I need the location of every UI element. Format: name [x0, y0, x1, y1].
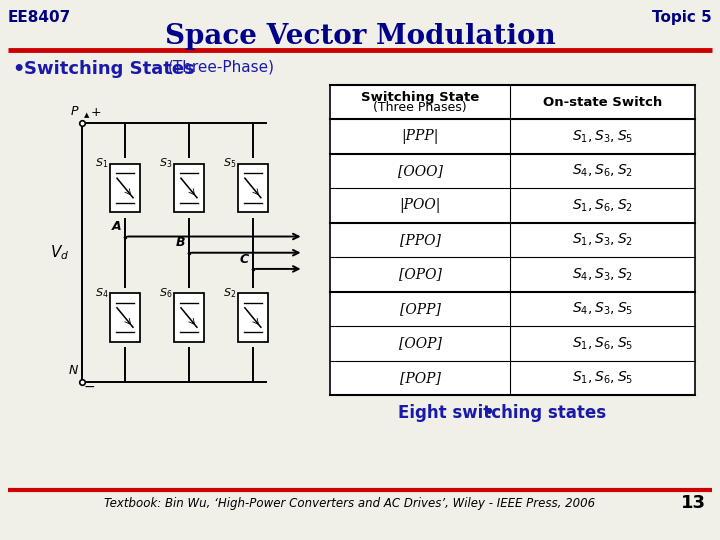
Text: N: N [69, 364, 78, 377]
Text: [OOP]: [OOP] [399, 336, 441, 350]
Text: [POP]: [POP] [400, 371, 441, 385]
Bar [174, 164, 204, 212]
Text: [OPP]: [OPP] [400, 302, 441, 316]
Bar [238, 164, 268, 212]
Text: $S_3$: $S_3$ [159, 156, 172, 170]
Text: [OPO]: [OPO] [399, 267, 441, 281]
Text: [OOO]: [OOO] [397, 164, 442, 178]
Text: $S_4, S_3, S_2$: $S_4, S_3, S_2$ [572, 266, 633, 282]
Text: $S_5$: $S_5$ [223, 156, 236, 170]
Text: P: P [71, 105, 78, 118]
Bar [110, 164, 140, 212]
Text: Space Vector Modulation: Space Vector Modulation [165, 23, 555, 50]
Text: •: • [484, 404, 495, 422]
Text: EE8407: EE8407 [8, 10, 71, 25]
Text: −: − [84, 380, 95, 394]
Text: $S_1$: $S_1$ [95, 156, 109, 170]
Text: +: + [91, 106, 101, 119]
Text: $S_2$: $S_2$ [223, 286, 236, 300]
Text: $S_6$: $S_6$ [159, 286, 172, 300]
Text: A: A [112, 220, 121, 233]
Text: $S_4, S_6, S_2$: $S_4, S_6, S_2$ [572, 163, 633, 179]
Bar [110, 293, 140, 342]
Text: Eight switching states: Eight switching states [398, 404, 606, 422]
Bar [238, 293, 268, 342]
Text: 13: 13 [681, 494, 706, 512]
Text: |PPP|: |PPP| [401, 129, 438, 144]
Bar [330, 85, 695, 395]
Text: C: C [240, 253, 249, 266]
Text: $S_1, S_6, S_2$: $S_1, S_6, S_2$ [572, 197, 633, 214]
Text: Textbook: Bin Wu, ‘High-Power Converters and AC Drives’, Wiley - IEEE Press, 200: Textbook: Bin Wu, ‘High-Power Converters… [104, 496, 595, 510]
Text: (Three Phases): (Three Phases) [373, 101, 467, 114]
Text: Switching State: Switching State [361, 91, 479, 104]
Text: $S_1, S_6, S_5$: $S_1, S_6, S_5$ [572, 369, 633, 386]
Text: $S_4$: $S_4$ [95, 286, 109, 300]
Text: $S_1, S_6, S_5$: $S_1, S_6, S_5$ [572, 335, 633, 352]
Text: [PPO]: [PPO] [400, 233, 441, 247]
Text: On-state Switch: On-state Switch [543, 96, 662, 109]
Text: $S_1, S_3, S_2$: $S_1, S_3, S_2$ [572, 232, 633, 248]
Text: B: B [176, 237, 185, 249]
Text: |POO|: |POO| [400, 198, 441, 213]
Text: $S_4, S_3, S_5$: $S_4, S_3, S_5$ [572, 301, 633, 317]
Text: •: • [12, 60, 24, 79]
Text: Topic 5: Topic 5 [652, 10, 712, 25]
Bar [174, 293, 204, 342]
Text: Switching States: Switching States [24, 60, 194, 78]
Text: (Three-Phase): (Three-Phase) [168, 60, 275, 75]
Text: ▲: ▲ [84, 112, 89, 118]
Text: $S_1, S_3, S_5$: $S_1, S_3, S_5$ [572, 129, 633, 145]
Text: $V_d$: $V_d$ [50, 244, 69, 262]
